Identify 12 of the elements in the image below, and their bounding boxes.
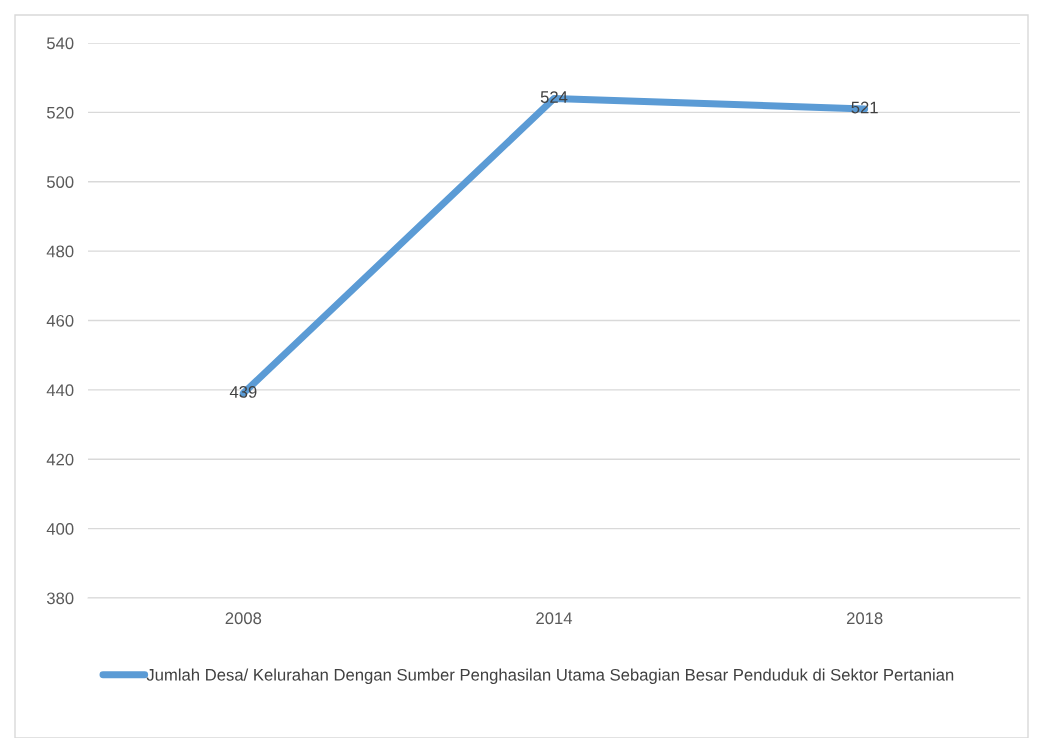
x-tick-label: 2014: [536, 612, 573, 625]
y-tick-label: 420: [46, 453, 74, 466]
x-tick-label: 2008: [225, 612, 262, 625]
y-tick-label: 380: [46, 592, 74, 605]
y-tick-label: 480: [46, 245, 74, 258]
y-tick-label: 500: [46, 176, 74, 188]
y-tick-label: 540: [46, 37, 74, 50]
y-tick-label: 520: [46, 106, 74, 119]
y-tick-label: 400: [46, 523, 74, 535]
x-tick-label: 2018: [846, 612, 883, 625]
y-tick-label: 460: [46, 314, 74, 327]
y-tick-label: 440: [46, 384, 74, 397]
